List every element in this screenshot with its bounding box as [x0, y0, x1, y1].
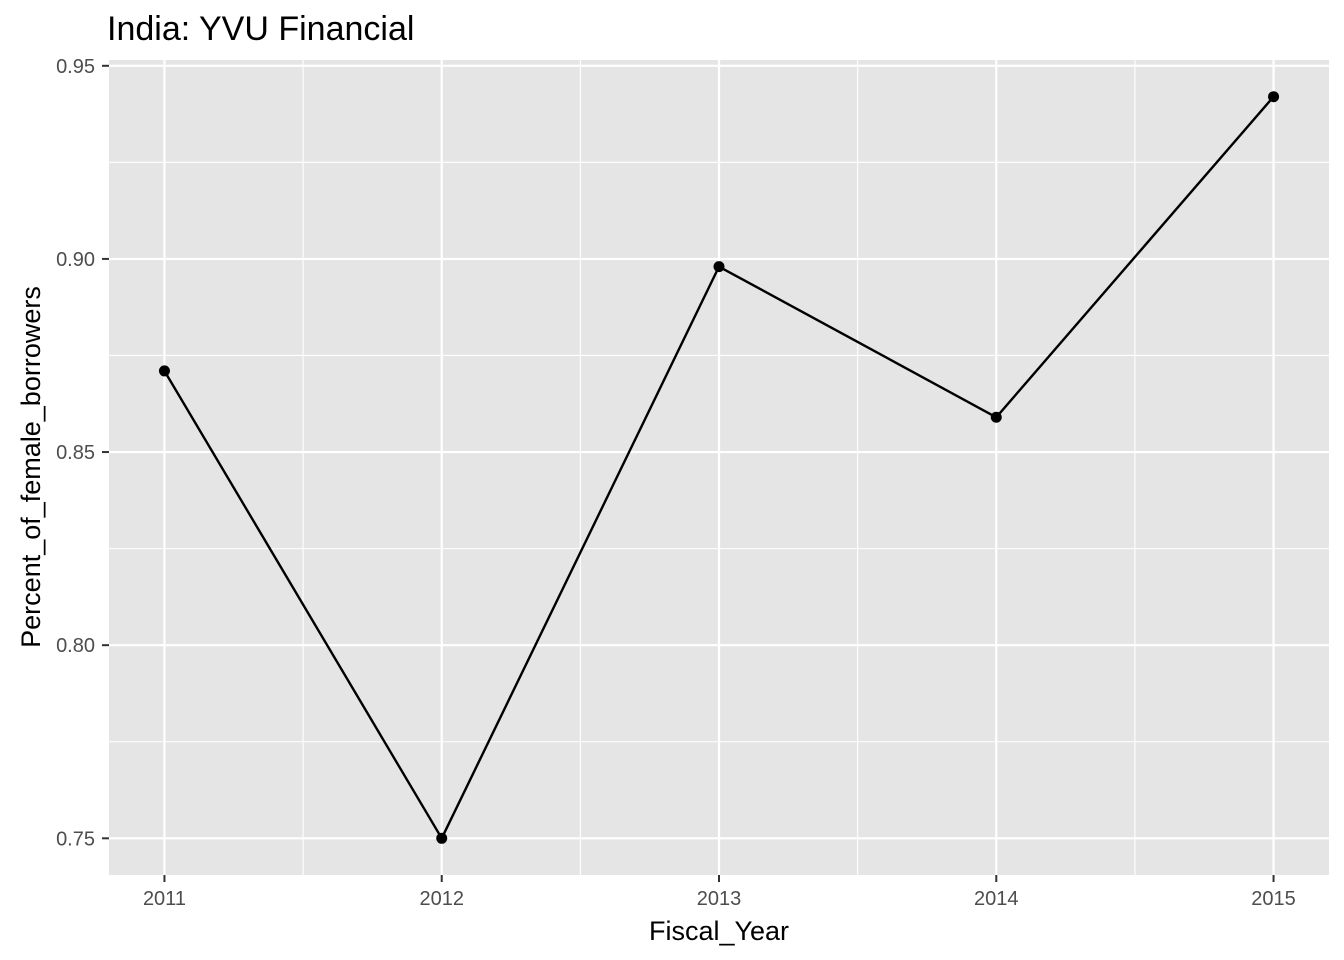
- x-tick-label: 2012: [419, 888, 464, 910]
- x-tick-label: 2015: [1251, 888, 1296, 910]
- y-tick-label: 0.85: [56, 442, 95, 464]
- grid-major: [109, 60, 1329, 875]
- data-point: [1268, 91, 1280, 103]
- y-axis-title: Percent_of_female_borrowers: [16, 286, 46, 648]
- y-axis: 0.75 0.80 0.85 0.90 0.95: [56, 56, 109, 850]
- series-layer: [158, 91, 1280, 844]
- x-axis: 2011 2012 2013 2014 2015: [143, 875, 1296, 910]
- chart-title: India: YVU Financial: [107, 10, 414, 48]
- data-point: [713, 261, 725, 273]
- x-tick-label: 2013: [697, 888, 742, 910]
- x-tick-label: 2014: [974, 888, 1019, 910]
- y-tick-label: 0.95: [56, 56, 95, 78]
- y-tick-label: 0.80: [56, 635, 95, 657]
- y-tick-label: 0.75: [56, 828, 95, 850]
- x-axis-title: Fiscal_Year: [649, 916, 789, 946]
- data-point: [158, 365, 170, 377]
- x-tick-label: 2011: [143, 888, 186, 910]
- data-point: [990, 411, 1002, 423]
- y-tick-label: 0.90: [56, 249, 95, 271]
- data-point: [436, 832, 448, 844]
